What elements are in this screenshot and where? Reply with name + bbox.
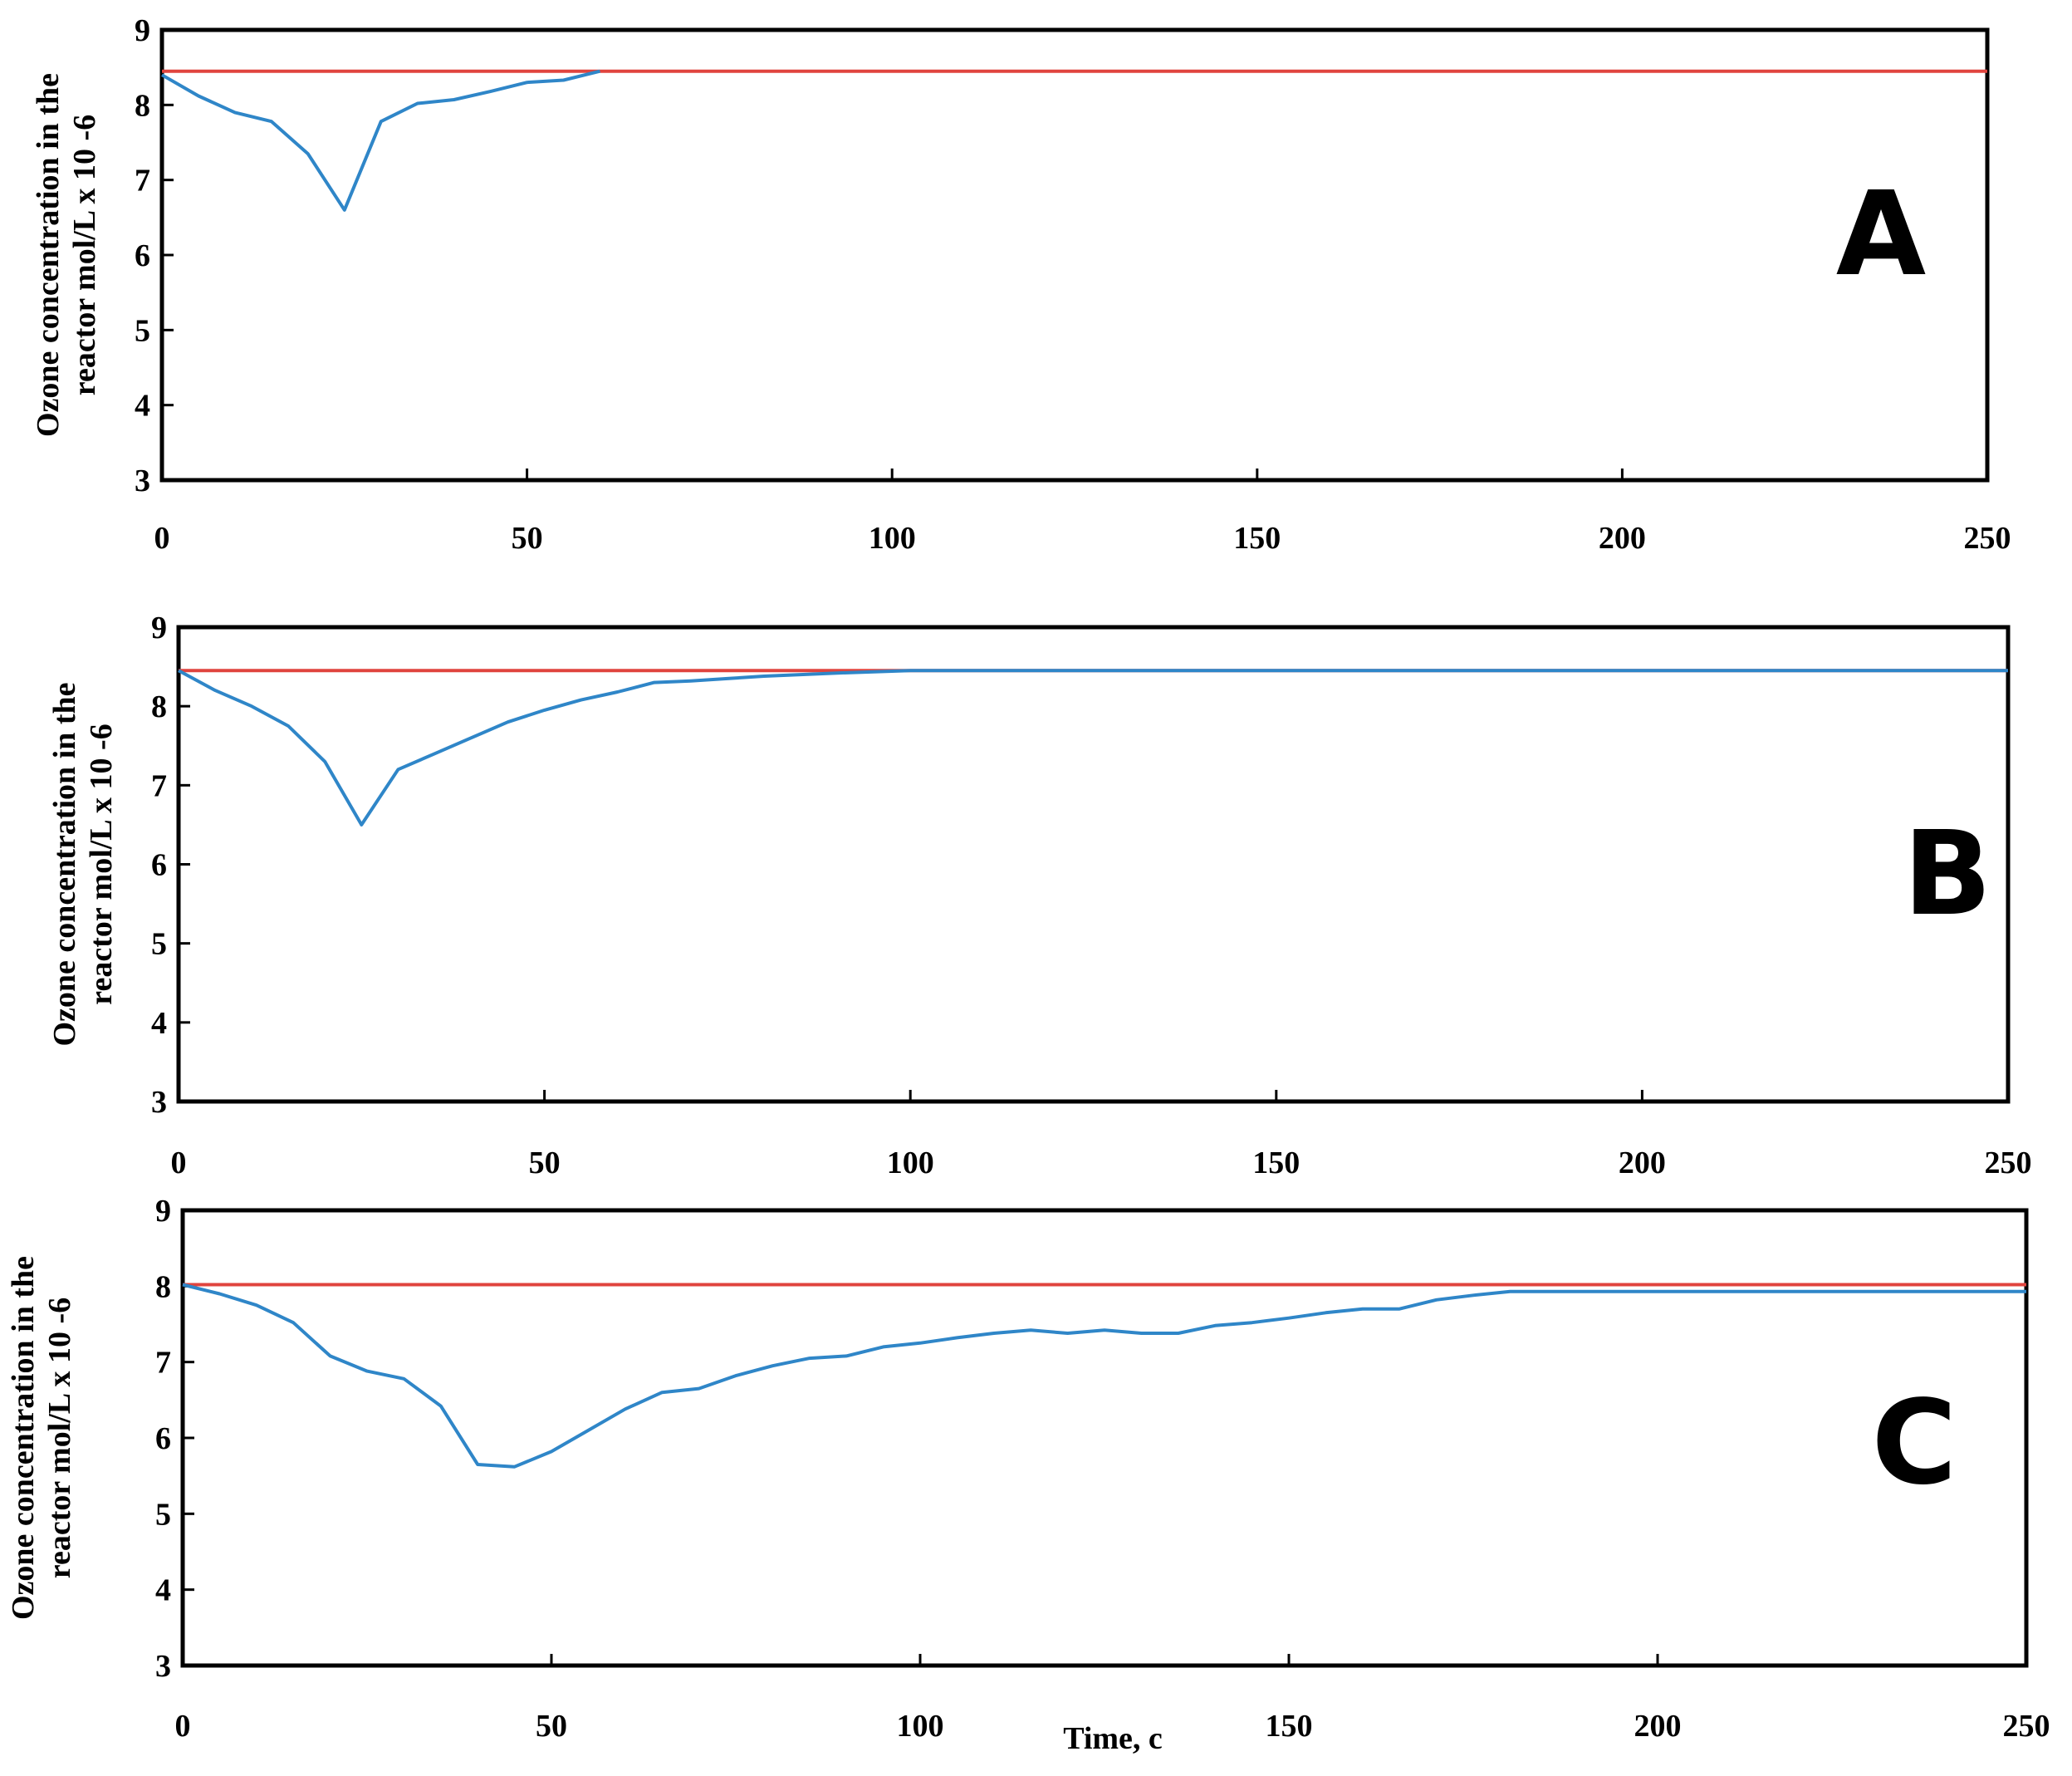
y-tick-label: 4	[151, 1006, 167, 1041]
y-axis-label-line: Ozone concentration in the	[31, 73, 66, 437]
x-tick-label: 0	[154, 521, 170, 556]
y-tick-label: 7	[155, 1346, 171, 1381]
plot-frame	[176, 625, 2011, 1104]
ozone-concentration-line	[182, 1283, 2026, 1469]
y-axis-label: Ozone concentration in thereactor mol/L …	[47, 682, 119, 1046]
y-tick-label: 8	[151, 689, 167, 724]
y-tick-label: 3	[135, 464, 150, 498]
y-tick-label: 7	[135, 164, 150, 199]
y-tick-label: 9	[135, 13, 150, 48]
x-tick-label: 100	[869, 521, 916, 556]
ozone-concentration-line	[161, 69, 600, 212]
y-axis-label-line: Ozone concentration in the	[47, 682, 82, 1046]
x-tick-label: 150	[1266, 1709, 1313, 1744]
y-tick-label: 6	[135, 238, 150, 273]
y-tick-label: 9	[155, 1194, 171, 1229]
y-tick-label: 5	[155, 1497, 171, 1532]
x-tick-label: 0	[175, 1709, 191, 1744]
y-tick-label: 6	[151, 848, 167, 883]
y-tick-label: 7	[151, 768, 167, 803]
chart-panel-a: 3 4 5 6 7 8 9 0 50 100 150 200 250 Ozone concentratio…	[31, 13, 2011, 556]
y-axis-label: Ozone concentration in thereactor mol/L …	[31, 73, 102, 437]
chart-panel-b: 3 4 5 6 7 8 9 0 50 100 150 200 250 Ozone concentratio…	[47, 611, 2032, 1180]
y-tick-label: 4	[135, 389, 150, 424]
y-tick-label: 8	[135, 88, 150, 123]
x-tick-label: 50	[536, 1709, 567, 1744]
x-tick-label: 50	[512, 521, 543, 556]
x-tick-label: 150	[1252, 1146, 1300, 1180]
x-tick-label: 100	[897, 1709, 944, 1744]
y-axis-label: Ozone concentration in thereactor mol/L …	[6, 1256, 77, 1620]
y-axis-label-line: reactor mol/L x 10 -6	[42, 1298, 77, 1578]
x-tick-label: 150	[1233, 521, 1281, 556]
panel-label: B	[1903, 807, 1992, 942]
panel-label: A	[1836, 167, 1926, 302]
x-axis-label: Time, c	[1063, 1721, 1163, 1756]
y-tick-label: 5	[135, 313, 150, 348]
y-tick-label: 6	[155, 1421, 171, 1456]
x-tick-label: 200	[1634, 1709, 1682, 1744]
y-axis-label-line: reactor mol/L x 10 -6	[67, 115, 102, 395]
chart-panel-c: 3 4 5 6 7 8 9 0 50 100 150 200 250 Ozone concentratio…	[6, 1194, 2050, 1756]
plot-frame	[159, 27, 1990, 483]
y-axis-label-line: reactor mol/L x 10 -6	[84, 724, 119, 1004]
x-tick-label: 250	[1985, 1146, 2032, 1180]
y-tick-label: 3	[151, 1085, 167, 1120]
panel-label: C	[1872, 1376, 1957, 1511]
y-axis-label-line: Ozone concentration in the	[6, 1256, 41, 1620]
y-tick-label: 9	[151, 611, 167, 645]
x-tick-label: 50	[529, 1146, 561, 1180]
x-tick-label: 200	[1619, 1146, 1666, 1180]
y-tick-label: 5	[151, 927, 167, 962]
x-tick-label: 200	[1599, 521, 1646, 556]
y-tick-label: 8	[155, 1269, 171, 1304]
x-tick-label: 100	[887, 1146, 934, 1180]
y-tick-label: 3	[155, 1649, 171, 1684]
x-tick-label: 250	[2003, 1709, 2050, 1744]
x-tick-label: 0	[171, 1146, 187, 1180]
x-tick-label: 250	[1964, 521, 2011, 556]
ozone-concentration-line	[178, 669, 2008, 827]
y-tick-label: 4	[155, 1573, 171, 1608]
